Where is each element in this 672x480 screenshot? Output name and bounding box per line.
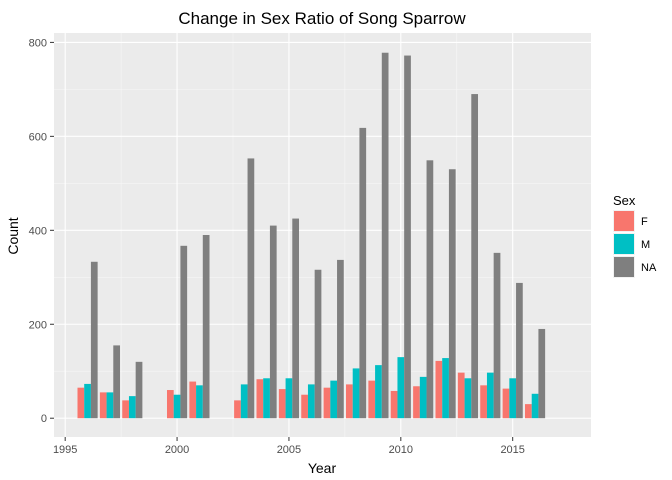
x-tick-label: 1995 — [53, 444, 77, 456]
bar-f-1996 — [77, 387, 85, 419]
y-axis-title: Count — [5, 217, 21, 254]
bar-m-2005 — [285, 378, 293, 419]
x-tick-label: 2010 — [389, 444, 413, 456]
bar-m-2007 — [330, 380, 338, 419]
legend-label-f: F — [641, 216, 648, 228]
x-tick-label: 2015 — [500, 444, 524, 456]
y-tick-label: 600 — [29, 131, 47, 143]
bar-na-2006 — [314, 269, 322, 419]
bar-m-2008 — [352, 368, 360, 419]
bar-f-2001 — [189, 381, 197, 419]
minor-gridlines — [54, 33, 591, 437]
bar-m-2010 — [397, 357, 405, 419]
bar-na-1997 — [113, 345, 121, 419]
bar-na-2000 — [180, 245, 188, 419]
bar-m-2011 — [419, 376, 427, 419]
x-tick-label: 2000 — [165, 444, 189, 456]
y-tick-label: 800 — [29, 37, 47, 49]
legend-key-m — [614, 234, 634, 254]
bar-m-2015 — [509, 378, 517, 419]
bar-m-2013 — [464, 378, 472, 419]
x-tick-label: 2005 — [277, 444, 301, 456]
x-axis-title: Year — [308, 460, 337, 476]
legend-label-m: M — [641, 239, 650, 251]
bar-f-2007 — [323, 387, 331, 419]
bar-na-2003 — [247, 158, 255, 419]
bar-na-2013 — [471, 94, 479, 419]
bar-m-2006 — [307, 384, 315, 419]
bars — [77, 52, 546, 419]
y-tick-label: 400 — [29, 225, 47, 237]
bar-f-2014 — [480, 385, 487, 419]
bar-na-2008 — [359, 127, 367, 419]
bar-f-2006 — [301, 394, 308, 419]
bar-na-2015 — [516, 282, 523, 419]
legend-label-na: NA — [641, 262, 657, 274]
bar-f-2013 — [457, 372, 465, 419]
bar-m-1996 — [84, 383, 91, 419]
legend-key-na — [614, 257, 634, 277]
bar-m-2001 — [196, 385, 203, 419]
chart-title: Change in Sex Ratio of Song Sparrow — [178, 9, 466, 28]
bar-na-2005 — [292, 218, 300, 419]
bar-na-2001 — [202, 235, 210, 419]
bar-m-1998 — [128, 396, 136, 419]
bar-f-2012 — [435, 360, 443, 419]
bar-m-2009 — [375, 365, 382, 419]
bar-na-2004 — [269, 225, 277, 419]
bar-m-1997 — [106, 392, 114, 419]
x-axis: 1995 2000 2005 2010 2015 — [53, 437, 525, 456]
legend: Sex FM NA — [613, 193, 657, 278]
y-tick-label: 0 — [41, 413, 47, 425]
bar-f-2003 — [234, 400, 241, 419]
bar-f-2010 — [390, 390, 398, 419]
bar-na-2007 — [337, 259, 344, 419]
y-axis: 0 200 400 600 800 — [29, 37, 54, 425]
y-tick-label: 200 — [29, 319, 47, 331]
bar-f-2009 — [368, 380, 376, 419]
bar-f-2008 — [345, 384, 353, 419]
bar-f-2016 — [524, 404, 532, 419]
bar-m-2004 — [263, 378, 270, 419]
bar-na-1996 — [90, 261, 98, 419]
bar-f-1997 — [99, 392, 107, 419]
bar-f-2004 — [256, 379, 264, 419]
legend-title: Sex — [613, 193, 636, 208]
bar-na-2010 — [404, 55, 411, 419]
bar-na-1998 — [135, 361, 143, 419]
bar-na-2016 — [538, 328, 546, 419]
bar-f-2011 — [413, 386, 420, 419]
bar-m-2014 — [486, 372, 494, 419]
legend-key-f — [614, 211, 634, 231]
major-gridlines — [54, 33, 591, 437]
bar-f-2000 — [166, 390, 174, 419]
bar-na-2014 — [493, 252, 501, 419]
bar-m-2016 — [531, 393, 539, 419]
bar-f-2015 — [502, 388, 510, 419]
bar-f-1998 — [122, 400, 129, 419]
plot-panel — [54, 33, 591, 437]
bar-m-2012 — [442, 358, 449, 419]
bar-m-2000 — [173, 394, 181, 419]
bar-na-2011 — [426, 160, 434, 419]
bar-f-2005 — [278, 389, 286, 419]
bar-m-2003 — [240, 384, 248, 419]
bar-na-2009 — [381, 52, 389, 419]
bar-na-2012 — [448, 169, 456, 419]
